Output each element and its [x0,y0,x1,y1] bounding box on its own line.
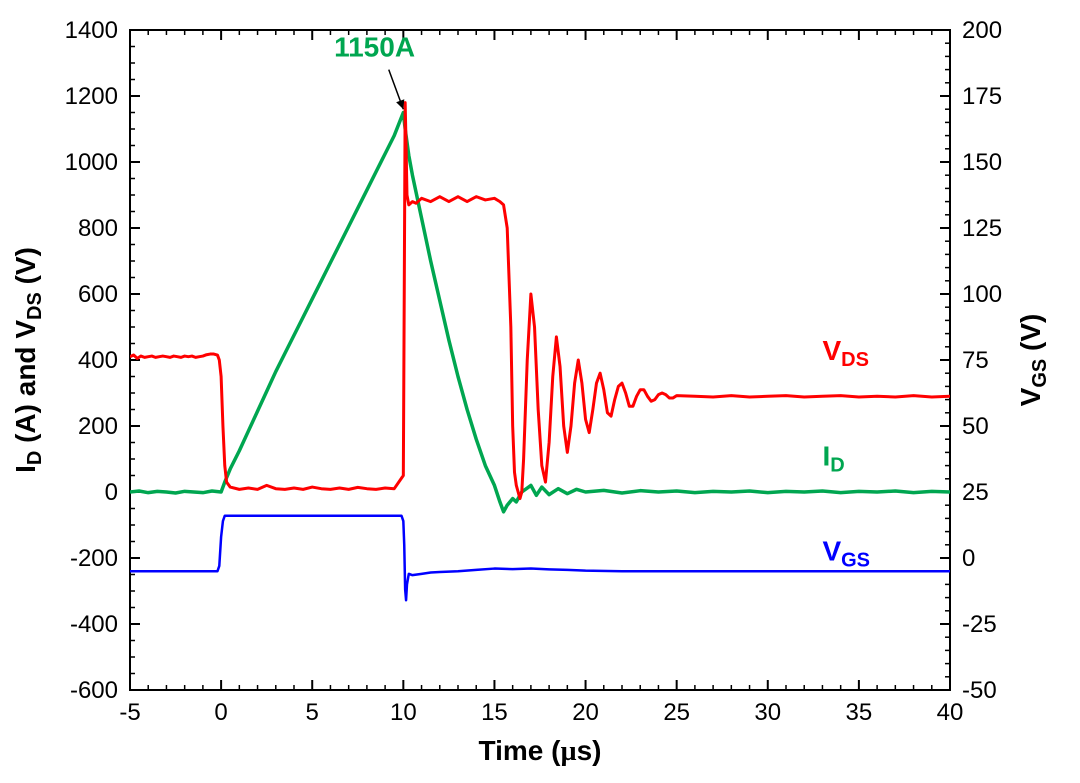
y-right-tick-label: 125 [962,215,1002,242]
y-right-tick-label: -50 [962,677,997,704]
y-left-tick-label: -200 [70,545,118,572]
y-left-tick-label: 1400 [65,17,118,44]
y-left-axis-title: ID (A) and VDS (V) [10,247,46,473]
y-left-tick-label: 200 [78,413,118,440]
y-left-tick-label: 1200 [65,83,118,110]
label-id: ID [822,441,844,477]
x-tick-label: 30 [754,699,781,726]
x-tick-label: 40 [937,699,964,726]
peak-annotation: 1150A [334,31,415,62]
y-right-tick-label: 100 [962,281,1002,308]
x-tick-label: 5 [306,699,319,726]
y-right-tick-label: 50 [962,413,989,440]
y-left-tick-label: 400 [78,347,118,374]
x-tick-label: 10 [390,699,417,726]
x-tick-label: 0 [214,699,227,726]
y-left-tick-label: 800 [78,215,118,242]
label-vgs: VGS [822,536,870,572]
y-right-tick-label: 75 [962,347,989,374]
y-right-axis-title: VGS (V) [1015,314,1051,407]
x-tick-label: -5 [119,699,140,726]
x-tick-label: 35 [846,699,873,726]
waveform-chart: -50510152025303540-600-400-2000200400600… [0,0,1080,783]
y-left-tick-label: 600 [78,281,118,308]
series-vds [130,103,950,499]
y-right-tick-label: 175 [962,83,1002,110]
label-vds: VDS [822,335,868,371]
y-right-tick-label: 200 [962,17,1002,44]
y-left-tick-label: -400 [70,611,118,638]
y-left-tick-label: 1000 [65,149,118,176]
y-left-tick-label: -600 [70,677,118,704]
y-right-tick-label: 150 [962,149,1002,176]
x-tick-label: 20 [572,699,599,726]
y-right-tick-label: -25 [962,611,997,638]
y-left-tick-label: 0 [105,479,118,506]
x-axis-title: Time (µs) [479,735,602,767]
x-tick-label: 15 [481,699,508,726]
x-tick-label: 25 [663,699,690,726]
y-right-tick-label: 0 [962,545,975,572]
y-right-tick-label: 25 [962,479,989,506]
